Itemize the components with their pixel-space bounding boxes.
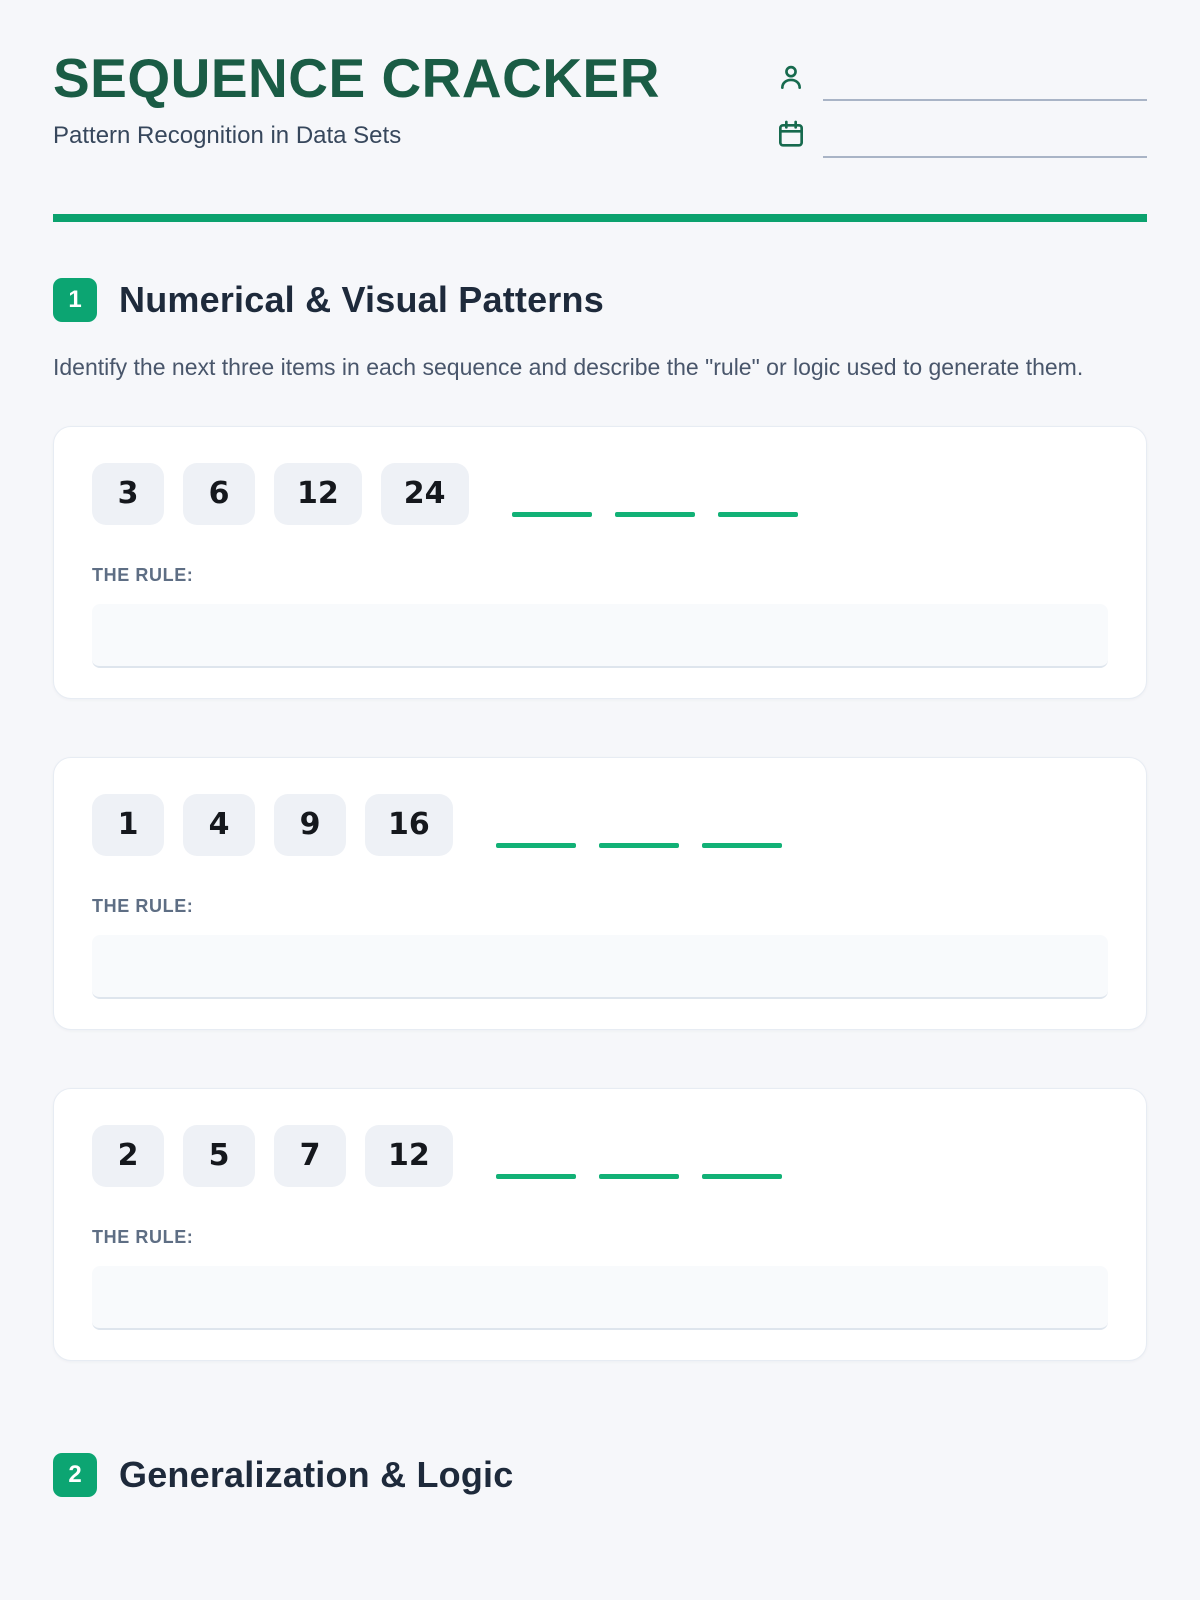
sequence-number-chip: 7 [274,1124,346,1187]
problem-card-1: 3 6 12 24 THE RULE: [53,425,1147,699]
section-1-number-badge: 1 [53,278,97,322]
answer-blank[interactable] [495,1173,576,1179]
answer-blank[interactable] [717,511,798,517]
sequence-number-chip: 5 [183,1124,255,1187]
section-2-header: 2 Generalization & Logic [53,1452,1147,1497]
sequence-number-chip: 12 [274,462,362,525]
name-field-row [775,60,1147,101]
rule-label: THE RULE: [92,1226,194,1247]
user-icon [775,60,807,101]
sequence-row: 2 5 7 12 [92,1124,1108,1187]
answer-blanks [511,511,798,517]
section-1-description: Identify the next three items in each se… [53,354,1084,380]
name-input-line[interactable] [823,65,1147,101]
rule-label: THE RULE: [92,564,194,585]
header: SEQUENCE CRACKER Pattern Recognition in … [53,47,1147,174]
date-input-line[interactable] [823,122,1147,158]
rule-answer-box[interactable] [92,1265,1108,1330]
answer-blank[interactable] [495,842,576,848]
page-subtitle: Pattern Recognition in Data Sets [53,121,402,149]
header-divider [53,214,1147,222]
rule-answer-box[interactable] [92,603,1108,668]
rule-label: THE RULE: [92,895,194,916]
section-2-title: Generalization & Logic [119,1453,514,1495]
answer-blank[interactable] [701,1173,782,1179]
header-fields [775,50,1147,174]
answer-blank[interactable] [598,842,679,848]
sequence-number-chip: 9 [274,793,346,856]
section-1-title: Numerical & Visual Patterns [119,279,604,320]
sequence-number-chip: 24 [380,462,469,525]
answer-blank[interactable] [598,1173,679,1179]
sequence-number-chip: 2 [92,1124,164,1187]
sequence-row: 1 4 9 16 [92,793,1108,856]
answer-blanks [495,842,782,848]
answer-blank[interactable] [511,511,592,517]
sequence-number-chip: 12 [365,1124,453,1187]
sequence-row: 3 6 12 24 [92,462,1108,525]
section-1-header: 1 Numerical & Visual Patterns [53,278,1147,322]
sequence-number-chip: 16 [365,793,453,856]
answer-blank[interactable] [701,842,782,848]
sequence-number-chip: 4 [183,793,255,856]
rule-answer-box[interactable] [92,934,1108,999]
problem-card-2: 1 4 9 16 THE RULE: [53,756,1147,1030]
calendar-icon [775,117,807,158]
header-titles: SEQUENCE CRACKER Pattern Recognition in … [53,47,660,150]
sequence-number-chip: 1 [92,793,164,856]
answer-blanks [495,1173,782,1179]
page-title: SEQUENCE CRACKER [53,47,660,109]
answer-blank[interactable] [614,511,695,517]
sequence-number-chip: 3 [92,462,164,525]
section-2-number-badge: 2 [53,1452,97,1497]
date-field-row [775,117,1147,158]
sequence-number-chip: 6 [183,462,255,525]
problem-card-3: 2 5 7 12 THE RULE: [53,1087,1147,1361]
